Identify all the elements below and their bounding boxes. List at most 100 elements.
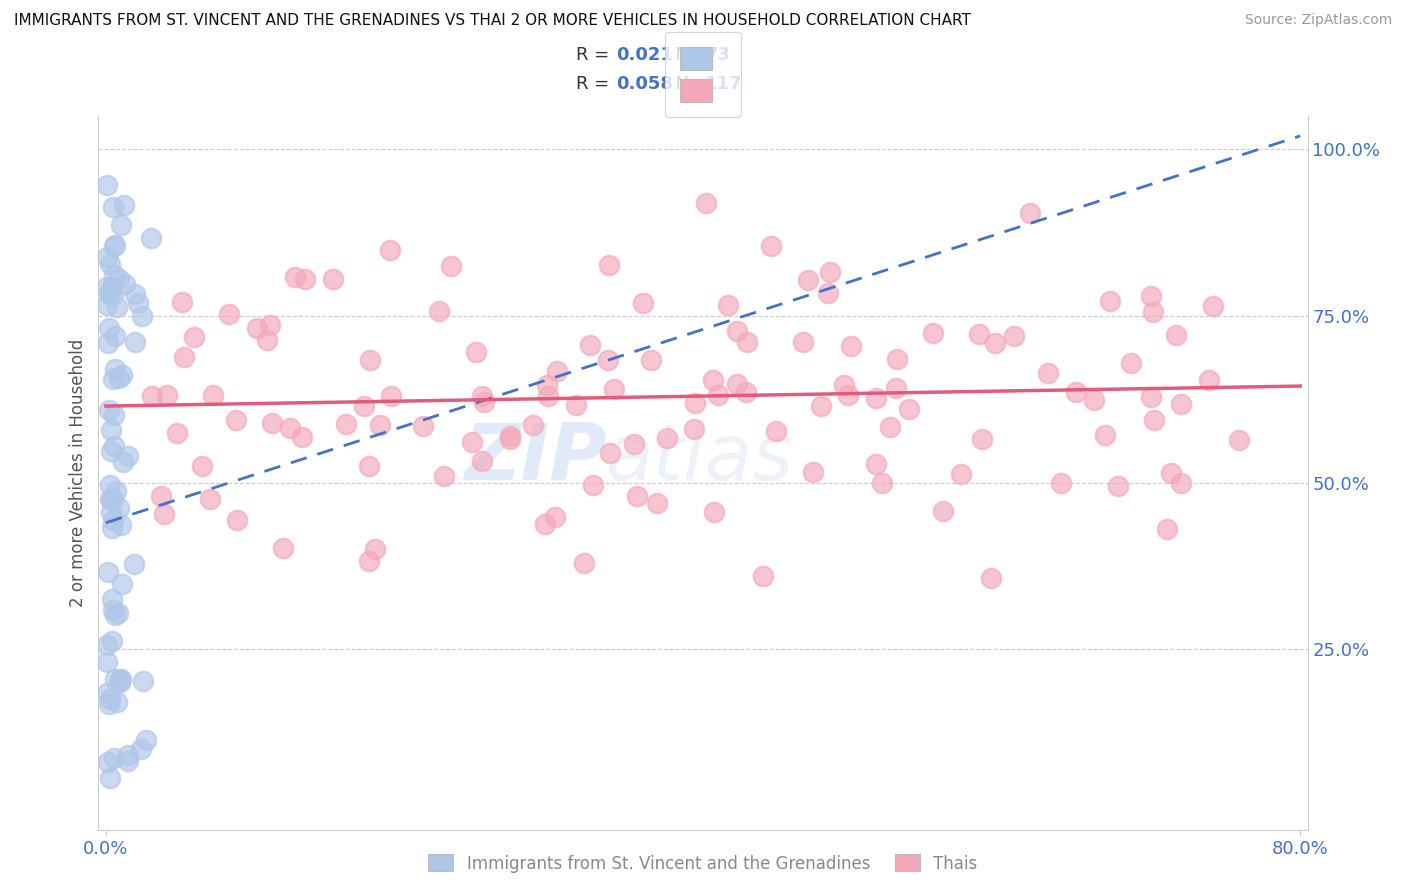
Point — [218, 307, 240, 321]
Point — [104, 607, 127, 622]
Point — [737, 335, 759, 350]
Point — [707, 387, 730, 401]
Point — [984, 335, 1007, 350]
Point — [368, 417, 391, 432]
Point — [1083, 392, 1105, 407]
Point — [837, 388, 859, 402]
Point — [765, 425, 787, 439]
Point — [100, 280, 122, 294]
Point — [284, 270, 307, 285]
Point — [1160, 466, 1182, 480]
Point — [378, 243, 401, 257]
Point — [1164, 327, 1187, 342]
Point — [623, 437, 645, 451]
Point — [107, 606, 129, 620]
Point — [104, 329, 127, 343]
Point — [101, 591, 124, 606]
Point — [122, 557, 145, 571]
Point — [103, 238, 125, 252]
Point — [1156, 522, 1178, 536]
Point — [537, 389, 560, 403]
Point — [335, 417, 357, 432]
Point — [98, 491, 121, 506]
Point — [152, 507, 174, 521]
Point — [1019, 206, 1042, 220]
Point — [97, 756, 120, 770]
Point — [640, 353, 662, 368]
Point — [294, 271, 316, 285]
Point — [103, 372, 125, 386]
Point — [110, 672, 132, 686]
Point — [839, 339, 862, 353]
Point — [96, 298, 118, 312]
Text: IMMIGRANTS FROM ST. VINCENT AND THE GRENADINES VS THAI 2 OR MORE VEHICLES IN HOU: IMMIGRANTS FROM ST. VINCENT AND THE GREN… — [14, 13, 972, 29]
Point — [96, 685, 118, 699]
Point — [97, 287, 120, 301]
Point — [363, 542, 385, 557]
Point — [166, 426, 188, 441]
Point — [1099, 294, 1122, 309]
Point — [797, 273, 820, 287]
Point — [108, 272, 131, 286]
Point — [103, 513, 125, 527]
Point — [141, 389, 163, 403]
Point — [101, 287, 124, 301]
Point — [751, 569, 773, 583]
Point — [156, 387, 179, 401]
Point — [1227, 433, 1250, 447]
Point — [100, 477, 122, 491]
Point — [100, 505, 122, 519]
Point — [1064, 384, 1087, 399]
Point — [725, 325, 748, 339]
Point — [291, 430, 314, 444]
Point — [108, 673, 131, 687]
Point — [108, 674, 131, 689]
Point — [103, 408, 125, 422]
Point — [114, 277, 136, 292]
Point — [1202, 299, 1225, 313]
Point — [97, 335, 120, 350]
Point — [380, 389, 402, 403]
Point — [655, 431, 678, 445]
Point — [703, 505, 725, 519]
Point — [108, 371, 131, 385]
Point — [98, 320, 121, 334]
Point — [100, 443, 122, 458]
Point — [817, 285, 839, 300]
Y-axis label: 2 or more Vehicles in Household: 2 or more Vehicles in Household — [69, 339, 87, 607]
Point — [735, 385, 758, 400]
Point — [598, 258, 620, 272]
Point — [322, 272, 344, 286]
Point — [631, 296, 654, 310]
Point — [1140, 289, 1163, 303]
Text: N =: N = — [664, 75, 716, 93]
Text: 0.021: 0.021 — [616, 46, 673, 64]
Point — [603, 383, 626, 397]
Point — [129, 741, 152, 756]
Point — [190, 459, 212, 474]
Point — [683, 396, 706, 410]
Point — [117, 449, 139, 463]
Point — [598, 352, 620, 367]
Point — [1050, 475, 1073, 490]
Point — [262, 417, 284, 431]
Point — [256, 333, 278, 347]
Point — [1139, 390, 1161, 404]
Point — [1038, 366, 1060, 380]
Point — [271, 541, 294, 555]
Point — [886, 351, 908, 366]
Point — [124, 334, 146, 349]
Point — [1107, 479, 1129, 493]
Point — [117, 754, 139, 768]
Point — [565, 398, 588, 412]
Legend: Immigrants from St. Vincent and the Grenadines, Thais: Immigrants from St. Vincent and the Gren… — [422, 847, 984, 880]
Point — [522, 418, 544, 433]
Point — [980, 571, 1002, 585]
Point — [135, 733, 157, 747]
Text: 73: 73 — [706, 46, 731, 64]
Point — [172, 294, 194, 309]
Point — [127, 296, 149, 310]
Point — [544, 510, 567, 524]
Point — [533, 516, 555, 531]
Point — [101, 200, 124, 214]
